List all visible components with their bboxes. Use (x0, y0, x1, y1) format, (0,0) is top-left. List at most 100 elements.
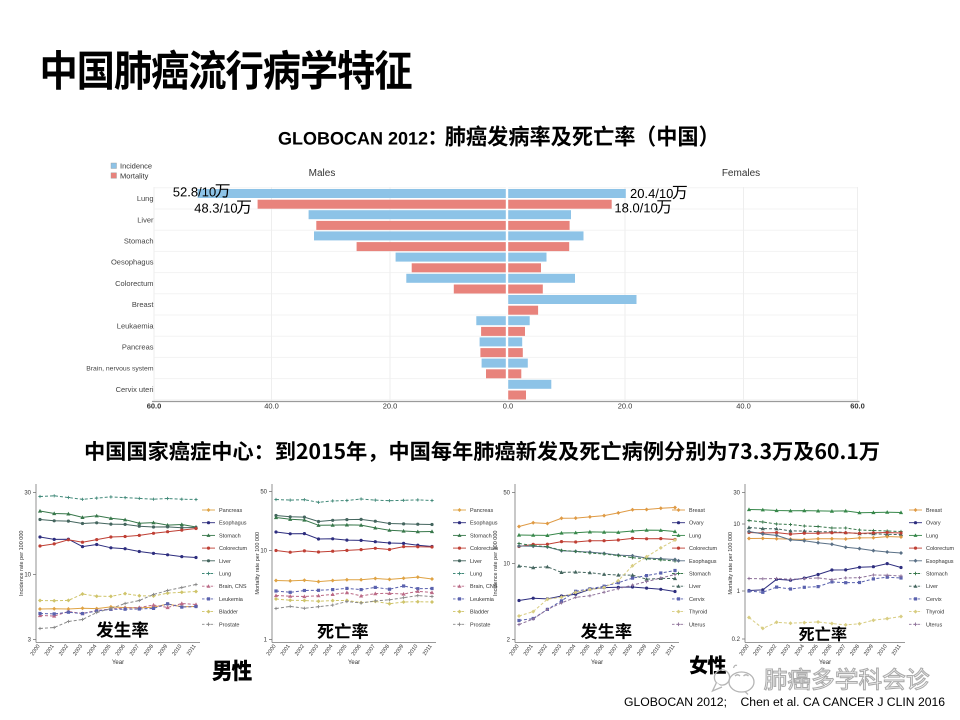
svg-text:2002: 2002 (58, 644, 70, 657)
svg-text:Incidence rate per 100 000: Incidence rate per 100 000 (493, 531, 499, 596)
svg-text:Thyroid: Thyroid (689, 610, 707, 616)
svg-text:2007: 2007 (129, 644, 141, 657)
svg-text:2008: 2008 (622, 644, 634, 657)
svg-text:Pancreas: Pancreas (470, 508, 493, 514)
svg-text:2011: 2011 (186, 644, 198, 657)
svg-text:20.0: 20.0 (383, 402, 398, 411)
svg-text:Mortality rate per 100 000: Mortality rate per 100 000 (255, 532, 261, 595)
svg-text:Lung: Lung (689, 533, 701, 539)
svg-text:Leukemia: Leukemia (470, 597, 495, 603)
svg-text:2005: 2005 (580, 644, 592, 657)
svg-text:2000: 2000 (30, 644, 42, 657)
svg-text:2007: 2007 (365, 644, 377, 657)
svg-text:GLOBOCAN 2012; Chen et al.: GLOBOCAN 2012; Chen et al. CA CANCER J C… (624, 695, 945, 709)
svg-text:Year: Year (348, 660, 360, 666)
svg-text:2002: 2002 (294, 644, 306, 657)
svg-text:2006: 2006 (351, 644, 363, 657)
svg-text:Pancreas: Pancreas (122, 343, 154, 352)
svg-text:1: 1 (264, 638, 268, 644)
svg-text:Esophagus: Esophagus (470, 521, 498, 527)
svg-text:Uterus: Uterus (926, 622, 942, 628)
svg-text:2002: 2002 (766, 644, 778, 657)
svg-text:Brain, nervous system: Brain, nervous system (86, 366, 154, 373)
svg-text:2003: 2003 (780, 644, 792, 657)
svg-text:Lung: Lung (470, 572, 482, 578)
svg-text:20.0: 20.0 (618, 402, 633, 411)
svg-text:Ovary: Ovary (926, 521, 941, 527)
svg-text:40.0: 40.0 (264, 402, 279, 411)
svg-text:Liver: Liver (219, 559, 231, 565)
svg-text:Colorectum: Colorectum (115, 279, 153, 288)
svg-text:Cervix uteri: Cervix uteri (116, 385, 154, 394)
svg-text:2003: 2003 (72, 644, 84, 657)
svg-text:1: 1 (737, 589, 741, 595)
svg-text:Liver: Liver (689, 584, 701, 590)
svg-text:2011: 2011 (891, 644, 903, 657)
svg-text:Breast: Breast (689, 508, 705, 514)
svg-text:2010: 2010 (172, 644, 184, 657)
svg-text:2010: 2010 (651, 644, 663, 657)
svg-text:Colorectum: Colorectum (926, 546, 955, 552)
svg-text:Liver: Liver (926, 584, 938, 590)
svg-text:Lung: Lung (926, 533, 938, 539)
svg-text:2004: 2004 (86, 644, 98, 657)
svg-text:Brain, CNS: Brain, CNS (470, 584, 498, 590)
svg-text:2006: 2006 (115, 644, 127, 657)
svg-text:Incidence rate per 100 000: Incidence rate per 100 000 (19, 531, 25, 596)
svg-text:Stomach: Stomach (470, 533, 492, 539)
svg-text:2008: 2008 (849, 644, 861, 657)
svg-text:2006: 2006 (822, 644, 834, 657)
svg-text:Breast: Breast (132, 300, 155, 309)
svg-text:Females: Females (722, 168, 760, 179)
svg-text:Stomach: Stomach (124, 237, 154, 246)
svg-text:Thyroid: Thyroid (926, 610, 944, 616)
svg-text:Leukaemia: Leukaemia (117, 321, 155, 330)
svg-text:2010: 2010 (408, 644, 420, 657)
svg-text:2005: 2005 (101, 644, 113, 657)
svg-text:2009: 2009 (636, 644, 648, 657)
svg-text:Prostate: Prostate (219, 622, 239, 628)
svg-text:Lung: Lung (219, 572, 231, 578)
svg-text:Leukemia: Leukemia (219, 597, 244, 603)
svg-text:Lung: Lung (137, 194, 154, 203)
svg-text:Uterus: Uterus (689, 622, 705, 628)
svg-text:2011: 2011 (422, 644, 434, 657)
svg-text:Esophagus: Esophagus (219, 521, 247, 527)
svg-text:10: 10 (24, 573, 31, 579)
svg-text:Year: Year (591, 660, 603, 666)
svg-text:50: 50 (260, 490, 267, 496)
svg-text:2007: 2007 (835, 644, 847, 657)
svg-text:Prostate: Prostate (470, 622, 490, 628)
svg-text:2004: 2004 (794, 644, 806, 657)
svg-text:2009: 2009 (157, 644, 169, 657)
svg-text:2001: 2001 (753, 644, 765, 657)
svg-text:Stomach: Stomach (926, 572, 948, 578)
svg-text:Breast: Breast (926, 508, 942, 514)
svg-text:Bladder: Bladder (470, 610, 489, 616)
svg-text:2007: 2007 (608, 644, 620, 657)
svg-text:Mortality: Mortality (120, 171, 149, 180)
svg-text:Incidence: Incidence (120, 162, 152, 171)
svg-text:Colorectum: Colorectum (689, 546, 718, 552)
svg-text:Cervix: Cervix (689, 597, 705, 603)
svg-text:Esophagus: Esophagus (689, 559, 717, 565)
svg-text:10: 10 (260, 549, 267, 555)
svg-text:Colorectum: Colorectum (219, 546, 248, 552)
svg-text:2003: 2003 (308, 644, 320, 657)
svg-text:2001: 2001 (44, 644, 56, 657)
svg-text:2009: 2009 (863, 644, 875, 657)
svg-text:Stomach: Stomach (689, 572, 711, 578)
svg-text:Ovary: Ovary (689, 521, 704, 527)
svg-text:30: 30 (733, 491, 740, 497)
svg-text:2010: 2010 (877, 644, 889, 657)
svg-text:30: 30 (24, 491, 31, 497)
svg-text:2002: 2002 (537, 644, 549, 657)
svg-text:2006: 2006 (594, 644, 606, 657)
svg-text:0.2: 0.2 (732, 637, 741, 643)
svg-text:Stomach: Stomach (219, 533, 241, 539)
svg-text:2011: 2011 (665, 644, 677, 657)
svg-text:2005: 2005 (337, 644, 349, 657)
svg-text:40.0: 40.0 (736, 402, 751, 411)
svg-text:Brain, CNS: Brain, CNS (219, 584, 247, 590)
svg-text:0.0: 0.0 (503, 402, 513, 411)
